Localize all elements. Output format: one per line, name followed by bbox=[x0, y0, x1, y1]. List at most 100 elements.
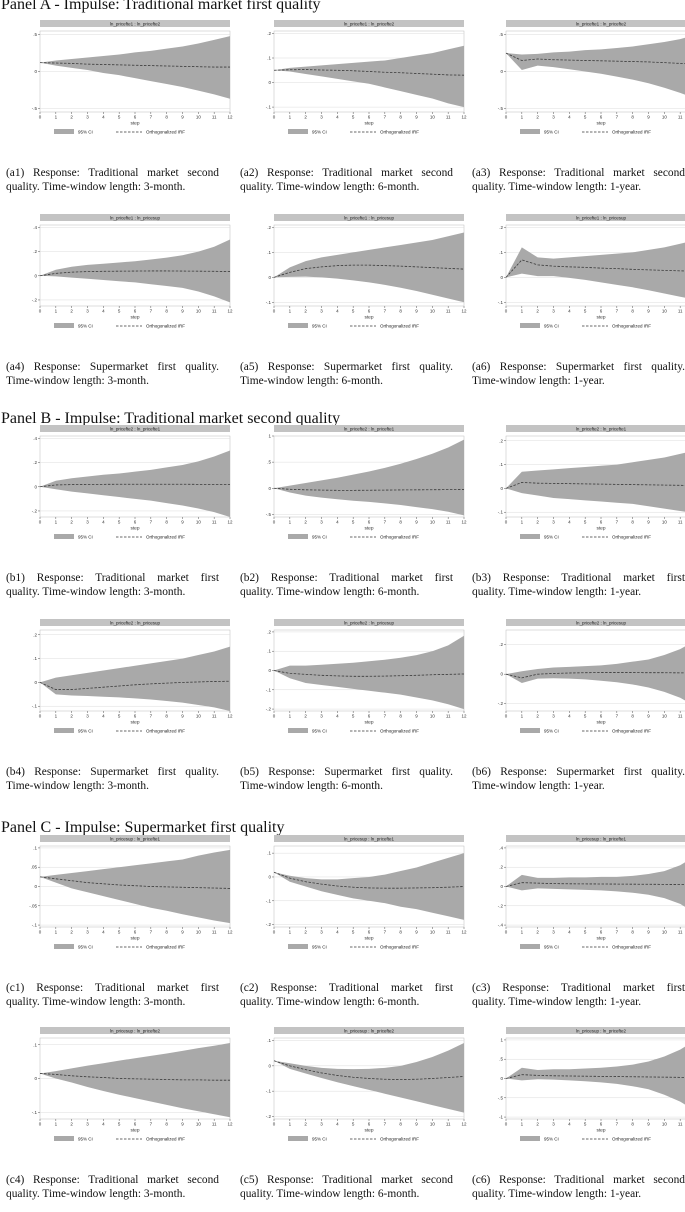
x-tick-label: 3 bbox=[86, 714, 89, 719]
legend-irf-label: Orthogonalized IRF bbox=[380, 1137, 419, 1142]
y-tick-label: .2 bbox=[33, 460, 37, 465]
x-tick-label: 9 bbox=[647, 930, 650, 935]
x-tick-label: 11 bbox=[678, 930, 683, 935]
x-tick-label: 2 bbox=[304, 930, 307, 935]
x-tick-label: 0 bbox=[39, 309, 42, 314]
x-tick-label: 10 bbox=[196, 520, 202, 525]
chart-title: ln_pricefte2 : ln_pricesup bbox=[110, 621, 161, 626]
x-tick-label: 6 bbox=[368, 930, 371, 935]
x-tick-label: 3 bbox=[552, 1122, 555, 1127]
y-tick-label: -.2 bbox=[266, 707, 272, 712]
irf-line bbox=[273, 1060, 465, 1080]
x-tick-label: 1 bbox=[521, 115, 524, 120]
y-tick-label: 0 bbox=[34, 273, 37, 278]
x-tick-label: 12 bbox=[461, 309, 467, 314]
x-tick-label: 10 bbox=[430, 309, 436, 314]
x-tick-label: 9 bbox=[181, 1122, 184, 1127]
x-tick-label: 8 bbox=[165, 115, 168, 120]
x-tick-label: 4 bbox=[568, 1122, 571, 1127]
chart-title: ln_pricefte1 : ln_pricefte2 bbox=[344, 22, 395, 27]
x-tick-label: 1 bbox=[55, 930, 58, 935]
x-tick-label: 4 bbox=[102, 714, 105, 719]
x-tick-label: 4 bbox=[568, 115, 571, 120]
chart-caption-a6: (a6) Response: Supermarket first quality… bbox=[472, 361, 685, 387]
x-tick-label: 9 bbox=[415, 115, 418, 120]
irf-line bbox=[505, 482, 685, 489]
irf-line bbox=[505, 1074, 685, 1079]
legend-irf-label: Orthogonalized IRF bbox=[380, 729, 419, 734]
x-tick-label: 6 bbox=[600, 930, 603, 935]
y-tick-label: .2 bbox=[267, 225, 271, 230]
chart-header-bar bbox=[40, 20, 230, 27]
x-tick-label: 2 bbox=[304, 714, 307, 719]
x-axis-label: step bbox=[596, 526, 605, 532]
x-tick-label: 8 bbox=[399, 520, 402, 525]
x-tick-label: 5 bbox=[118, 115, 121, 120]
chart-caption-b4: (b4) Response: Supermarket first quality… bbox=[6, 766, 219, 792]
chart-header-bar bbox=[506, 1027, 685, 1034]
y-tick-label: -.4 bbox=[498, 923, 504, 928]
ci-band bbox=[274, 45, 464, 108]
y-tick-label: 0 bbox=[268, 275, 271, 280]
y-tick-label: 0 bbox=[500, 672, 503, 677]
x-tick-label: 5 bbox=[118, 714, 121, 719]
ci-band bbox=[274, 232, 464, 303]
chart-caption-a5: (a5) Response: Supermarket first quality… bbox=[240, 361, 453, 387]
chart-caption-b5: (b5) Response: Supermarket first quality… bbox=[240, 766, 453, 792]
ci-band bbox=[40, 1043, 230, 1118]
x-tick-label: 8 bbox=[165, 309, 168, 314]
ci-band bbox=[40, 849, 230, 924]
x-tick-label: 3 bbox=[86, 115, 89, 120]
y-tick-label: .4 bbox=[33, 436, 37, 441]
x-tick-label: 5 bbox=[118, 309, 121, 314]
x-tick-label: 7 bbox=[616, 309, 619, 314]
x-tick-label: 1 bbox=[521, 714, 524, 719]
x-axis-label: step bbox=[596, 1128, 605, 1134]
y-tick-label: -.1 bbox=[266, 898, 272, 903]
x-tick-label: 4 bbox=[568, 309, 571, 314]
x-tick-label: 5 bbox=[352, 930, 355, 935]
chart-header-bar bbox=[274, 835, 464, 842]
chart-caption-a4: (a4) Response: Supermarket first quality… bbox=[6, 361, 219, 387]
y-tick-label: -.1 bbox=[32, 704, 38, 709]
legend-ci-swatch bbox=[54, 129, 74, 134]
x-tick-label: 8 bbox=[631, 520, 634, 525]
ci-band bbox=[40, 239, 230, 303]
y-tick-label: 0 bbox=[268, 80, 271, 85]
x-tick-label: 4 bbox=[336, 930, 339, 935]
x-tick-label: 2 bbox=[536, 520, 539, 525]
y-tick-label: -.1 bbox=[498, 510, 504, 515]
x-tick-label: 11 bbox=[678, 520, 683, 525]
chart-title: ln_pricefte2 : ln_pricesup bbox=[344, 621, 395, 626]
legend-ci-swatch bbox=[288, 728, 308, 733]
legend-ci-swatch bbox=[288, 534, 308, 539]
x-tick-label: 7 bbox=[150, 309, 153, 314]
x-tick-label: 0 bbox=[39, 1122, 42, 1127]
chart-header-bar bbox=[506, 835, 685, 842]
chart-title: ln_pricefte2 : ln_pricefte1 bbox=[576, 427, 627, 432]
x-tick-label: 6 bbox=[368, 520, 371, 525]
x-tick-label: 9 bbox=[647, 714, 650, 719]
x-tick-label: 4 bbox=[336, 309, 339, 314]
x-tick-label: 8 bbox=[631, 930, 634, 935]
x-tick-label: 8 bbox=[631, 1122, 634, 1127]
ci-band bbox=[506, 862, 685, 907]
y-tick-label: .5 bbox=[33, 32, 37, 37]
legend-irf-label: Orthogonalized IRF bbox=[612, 729, 651, 734]
x-tick-label: 5 bbox=[584, 1122, 587, 1127]
legend-ci-swatch bbox=[520, 323, 540, 328]
y-tick-label: .5 bbox=[499, 32, 503, 37]
x-tick-label: 6 bbox=[134, 930, 137, 935]
y-tick-label: .5 bbox=[267, 460, 271, 465]
x-tick-label: 1 bbox=[289, 115, 292, 120]
x-tick-label: 0 bbox=[273, 520, 276, 525]
x-tick-label: 6 bbox=[600, 1122, 603, 1127]
x-tick-label: 2 bbox=[70, 309, 73, 314]
x-tick-label: 10 bbox=[662, 1122, 668, 1127]
chart-header-bar bbox=[274, 619, 464, 626]
y-tick-label: .1 bbox=[267, 250, 271, 255]
legend-irf-label: Orthogonalized IRF bbox=[146, 945, 185, 950]
x-tick-label: 3 bbox=[552, 520, 555, 525]
chart-caption-c3: (c3) Response: Traditional market first … bbox=[472, 982, 685, 1008]
irf-chart-c3: ln_pricesup : ln_pricefte1 -.4 -.2 0 .2 .4 0 1 2… bbox=[498, 835, 685, 950]
